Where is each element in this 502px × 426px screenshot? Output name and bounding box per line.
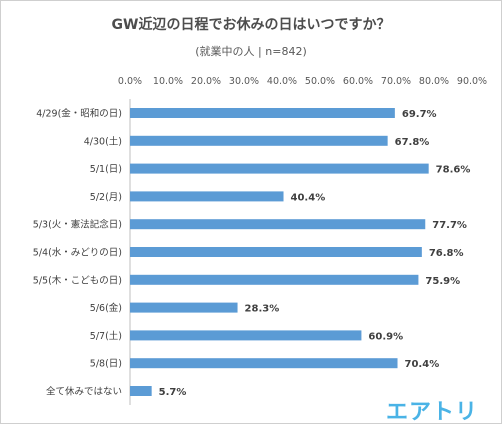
bar [130,135,388,146]
data-label: 76.8% [429,248,464,259]
bar [130,219,426,230]
category-label: 5/5(木・こどもの日) [33,274,122,286]
brand-logo: エアトリ [386,400,479,425]
data-label: 67.8% [395,137,430,148]
category-label: 5/6(金) [90,302,122,314]
bar [130,386,152,396]
category-label: 5/4(水・みどりの日) [33,247,122,259]
x-tick-label: 50.0% [305,76,335,87]
x-tick-label: 30.0% [229,76,259,87]
data-label: 78.6% [436,165,471,176]
category-label: 全て休みではない [46,386,122,398]
data-label: 40.4% [291,192,326,203]
x-tick-label: 40.0% [267,76,297,87]
bar [130,247,422,257]
category-label: 5/8(日) [90,359,122,370]
data-label: 5.7% [159,387,187,398]
bar [130,358,398,369]
bar [130,191,284,202]
data-label: 75.9% [425,276,460,287]
category-label: 5/1(日) [90,164,122,175]
data-label: 60.9% [368,331,403,342]
chart-title: GW近辺の日程でお休みの日はいつですか？ [111,17,391,33]
bar [130,330,362,341]
x-tick-label: 20.0% [191,76,221,87]
bar [130,108,395,118]
data-label: 77.7% [432,220,467,231]
bar [130,274,419,285]
category-label: 5/2(月) [90,192,122,203]
x-tick-label: 80.0% [419,76,449,87]
x-tick-label: 60.0% [343,76,373,87]
category-label: 4/30(土) [84,135,122,147]
x-tick-label: 10.0% [153,76,183,87]
x-tick-label: 70.0% [381,76,411,87]
chart-subtitle: (就業中の人 | n=842) [195,45,307,58]
data-label: 70.4% [405,359,440,370]
data-label: 69.7% [402,109,437,120]
category-label: 5/3(火・憲法記念日) [33,219,122,231]
x-tick-label: 0.0% [118,76,142,87]
data-label: 28.3% [245,304,280,315]
bar [130,163,429,174]
bar [130,302,238,313]
category-label: 4/29(金・昭和の日) [36,108,122,120]
x-tick-label: 90.0% [457,76,487,87]
category-label: 5/7(土) [90,330,122,342]
